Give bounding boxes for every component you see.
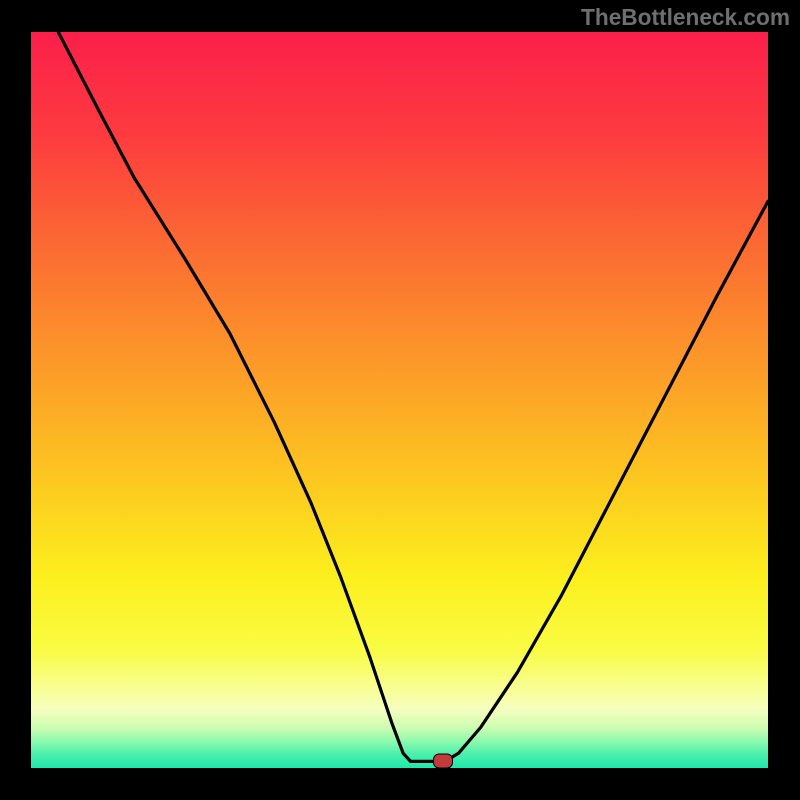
bottleneck-chart xyxy=(31,32,768,768)
v-curve-line xyxy=(58,32,768,761)
watermark-text: TheBottleneck.com xyxy=(581,4,790,31)
bottleneck-curve xyxy=(31,32,768,768)
optimal-point-marker xyxy=(433,754,453,769)
